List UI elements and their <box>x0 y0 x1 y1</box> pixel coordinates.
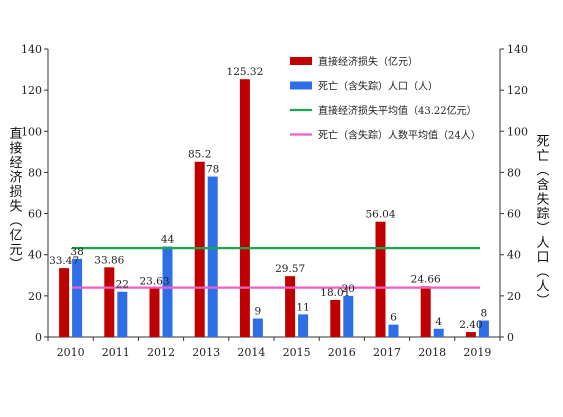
legend: 直接经济损失（亿元） 死亡（含失踪）人口（人） 直接经济损失平均值（43.22亿元）… <box>290 55 481 142</box>
economic-loss-label: 29.57 <box>275 263 305 275</box>
economic-loss-bar <box>239 79 250 338</box>
legend-death-toll-label: 死亡（含失踪）人口（人） <box>318 80 438 93</box>
death-toll-bar <box>252 318 263 337</box>
economic-loss-label: 18.01 <box>320 287 350 299</box>
x-tick-label: 2017 <box>373 346 401 359</box>
left-tick-label: 0 <box>35 331 42 344</box>
death-toll-bar <box>388 324 399 337</box>
economic-loss-label: 85.2 <box>188 149 211 161</box>
right-tick-label: 100 <box>507 125 528 138</box>
right-tick-label: 80 <box>507 166 521 179</box>
economic-loss-bar <box>465 332 476 337</box>
x-tick-label: 2016 <box>328 346 356 359</box>
death-toll-label: 78 <box>206 164 219 176</box>
x-tick-label: 2011 <box>102 346 130 359</box>
economic-loss-label: 33.47 <box>49 255 79 267</box>
death-toll-bar <box>162 246 173 337</box>
x-tick-label: 2019 <box>463 346 491 359</box>
death-toll-label: 44 <box>161 233 175 245</box>
x-tick-label: 2012 <box>147 346 175 359</box>
death-toll-label: 6 <box>390 312 397 324</box>
economic-loss-bar <box>104 267 115 337</box>
death-toll-bar <box>72 258 83 337</box>
economic-loss-bar <box>149 288 160 337</box>
right-tick-label: 20 <box>507 290 521 303</box>
right-tick-label: 140 <box>507 43 528 56</box>
legend-economic-loss-average-label: 直接经济损失平均值（43.22亿元） <box>318 104 477 117</box>
death-toll-bar <box>478 320 489 337</box>
left-tick-label: 40 <box>28 249 42 262</box>
legend-economic-loss-label: 直接经济损失（亿元） <box>318 55 418 68</box>
economic-loss-bar <box>194 161 205 337</box>
death-toll-bar <box>207 176 218 337</box>
economic-loss-bar <box>330 299 341 337</box>
left-tick-label: 80 <box>28 166 42 179</box>
economic-loss-label: 23.63 <box>139 275 169 287</box>
right-tick-label: 0 <box>507 331 514 344</box>
economic-loss-label: 2.40 <box>459 319 482 331</box>
economic-loss-bar <box>375 221 386 337</box>
death-toll-label: 4 <box>435 316 442 328</box>
right-tick-label: 120 <box>507 84 528 97</box>
death-toll-bar <box>117 291 128 337</box>
x-tick-label: 2015 <box>283 346 311 359</box>
legend-death-toll-swatch <box>290 81 312 90</box>
legend-economic-loss-swatch <box>290 57 312 65</box>
economic-loss-bar <box>285 276 296 337</box>
death-toll-label: 11 <box>296 301 309 313</box>
left-axis-title: 直接经济损失︵亿元︶ <box>9 127 22 273</box>
death-toll-label: 20 <box>342 283 355 295</box>
left-tick-label: 100 <box>21 125 42 138</box>
death-toll-bar <box>433 328 444 337</box>
reference-lines <box>72 246 480 289</box>
death-toll-label: 22 <box>116 279 129 291</box>
death-toll-label: 9 <box>255 305 262 317</box>
economic-loss-label: 24.66 <box>411 273 441 285</box>
death-toll-bar <box>343 295 354 337</box>
left-tick-label: 20 <box>28 290 42 303</box>
right-axis-title: 死亡︵含失踪︶人口︵人︶ <box>536 134 549 309</box>
economic-loss-label: 125.32 <box>227 66 264 78</box>
death-toll-bar <box>298 314 309 337</box>
economic-loss-bar <box>420 286 431 337</box>
x-tick-label: 2014 <box>237 346 265 359</box>
economic-loss-label: 33.86 <box>94 254 124 266</box>
x-tick-label: 2013 <box>192 346 220 359</box>
right-tick-label: 60 <box>507 208 521 221</box>
x-tick-label: 2018 <box>418 346 446 359</box>
legend-death-toll-average-label: 死亡（含失踪）人数平均值（24人） <box>318 129 481 142</box>
death-toll-label: 38 <box>70 246 83 258</box>
right-tick-label: 40 <box>507 249 521 262</box>
death-toll-label: 8 <box>481 308 488 320</box>
left-tick-label: 140 <box>21 43 42 56</box>
left-tick-label: 60 <box>28 208 42 221</box>
data-labels: 33.47 33.86 23.63 85.2 125.32 29.57 18.01 56.04… <box>49 66 487 331</box>
bars <box>59 79 489 338</box>
left-tick-label: 120 <box>21 84 42 97</box>
economic-loss-label: 56.04 <box>365 209 395 221</box>
axes: 0 20 40 60 80 100 120 140 0 20 40 60 80 100 120 140 2010… <box>9 43 549 359</box>
economic-loss-bar <box>59 268 70 337</box>
x-tick-label: 2010 <box>57 346 85 359</box>
